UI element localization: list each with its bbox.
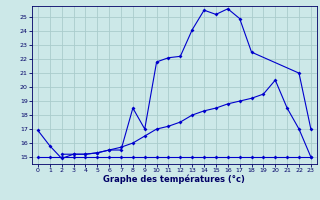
X-axis label: Graphe des températures (°c): Graphe des températures (°c) — [103, 175, 245, 184]
